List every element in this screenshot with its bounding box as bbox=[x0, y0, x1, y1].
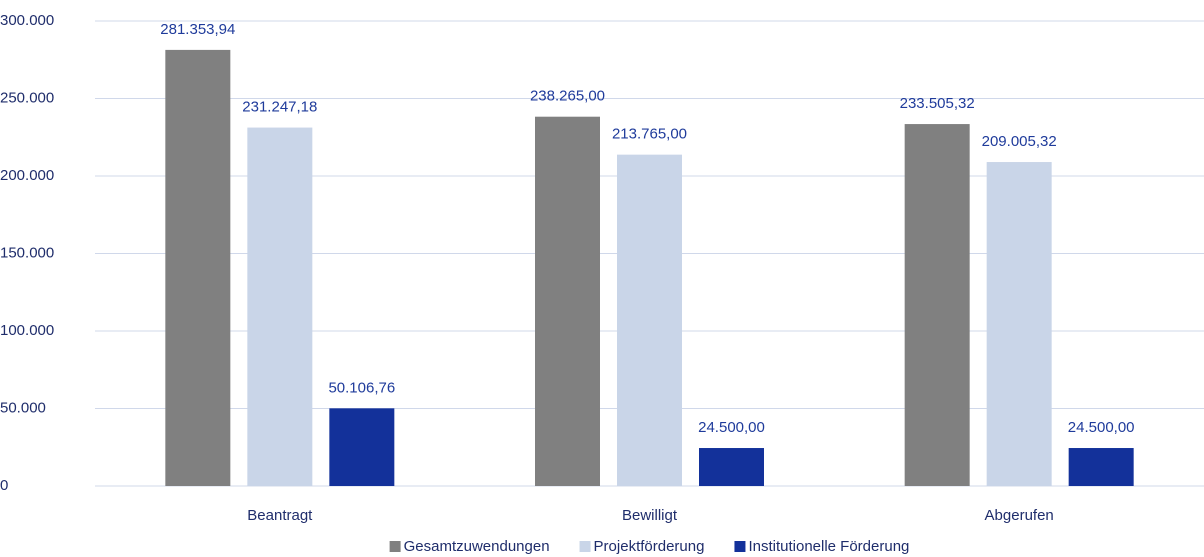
x-tick-label: Bewilligt bbox=[622, 507, 678, 524]
bar bbox=[1068, 448, 1134, 486]
legend-swatch bbox=[389, 541, 401, 552]
legend-label: Projektförderung bbox=[594, 538, 705, 555]
y-tick-label: 50.000 bbox=[0, 399, 46, 416]
value-label: 281.353,94 bbox=[160, 21, 235, 38]
legend-swatch bbox=[579, 541, 591, 552]
bar bbox=[329, 408, 395, 486]
value-label: 50.106,76 bbox=[328, 379, 395, 396]
bar bbox=[535, 116, 600, 487]
value-label: 231.247,18 bbox=[242, 99, 317, 116]
value-label: 233.505,32 bbox=[900, 95, 975, 112]
bar bbox=[699, 448, 764, 486]
bar bbox=[617, 154, 682, 486]
y-tick-label: 150.000 bbox=[0, 244, 54, 261]
legend-swatch bbox=[734, 541, 746, 552]
y-tick-label: 200.000 bbox=[0, 167, 54, 184]
y-tick-label: 250.000 bbox=[0, 89, 54, 106]
bar bbox=[165, 49, 231, 486]
legend-label: Gesamtzuwendungen bbox=[404, 538, 550, 555]
y-tick-label: 100.000 bbox=[0, 322, 54, 339]
y-tick-label: 0 bbox=[0, 477, 8, 494]
y-tick-label: 300.000 bbox=[0, 12, 54, 29]
legend-label: Institutionelle Förderung bbox=[748, 538, 909, 555]
legend: Gesamtzuwendungen Projektförderung Institu… bbox=[389, 538, 909, 555]
x-tick-label: Beantragt bbox=[247, 507, 313, 524]
bar bbox=[247, 127, 313, 487]
value-label: 24.500,00 bbox=[1068, 419, 1135, 436]
value-label: 238.265,00 bbox=[530, 88, 605, 105]
value-label: 209.005,32 bbox=[982, 133, 1057, 150]
value-label: 213.765,00 bbox=[612, 126, 687, 143]
bar bbox=[904, 124, 970, 486]
bar bbox=[986, 162, 1052, 486]
x-tick-label: Abgerufen bbox=[985, 507, 1054, 524]
value-label: 24.500,00 bbox=[698, 419, 765, 436]
